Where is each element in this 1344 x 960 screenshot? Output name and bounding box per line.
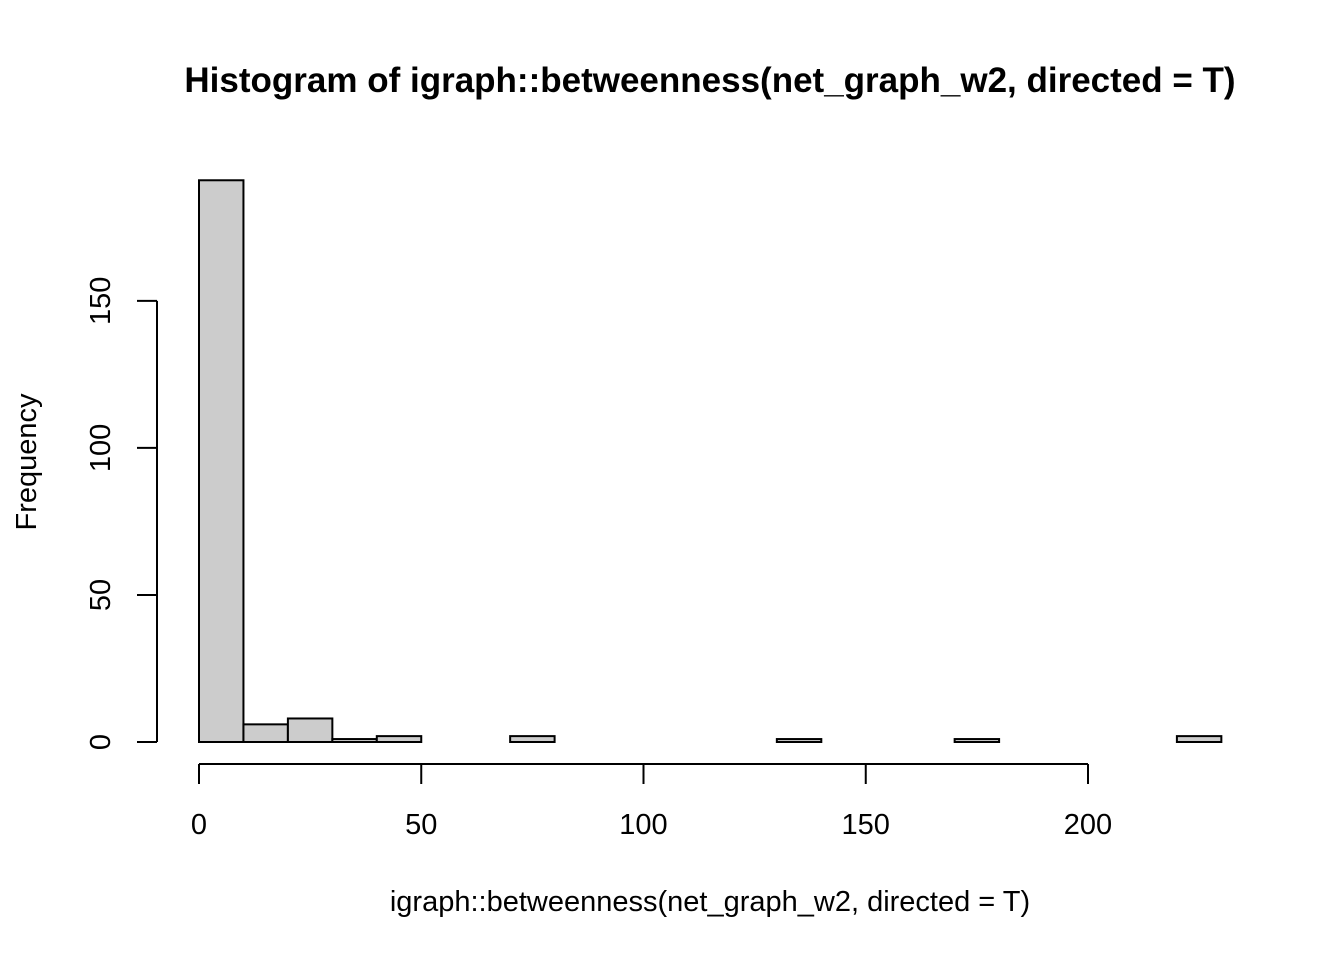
y-tick-label-1: 50 bbox=[85, 579, 117, 611]
x-tick-label-0: 0 bbox=[191, 809, 207, 841]
y-tick-label-3: 150 bbox=[85, 277, 117, 325]
chart-title: Histogram of igraph::betweenness(net_gra… bbox=[184, 61, 1235, 100]
histogram-bar-2 bbox=[286, 717, 334, 743]
y-tick-label-2: 100 bbox=[85, 424, 117, 472]
x-tick-label-4: 200 bbox=[1064, 809, 1112, 841]
x-tick-label-2: 100 bbox=[619, 809, 667, 841]
histogram-bar-13 bbox=[775, 738, 823, 744]
histogram-bar-22 bbox=[1175, 735, 1223, 743]
y-tick-label-0: 0 bbox=[85, 734, 117, 750]
histogram-bar-17 bbox=[953, 738, 1001, 744]
histogram-bar-7 bbox=[509, 735, 556, 743]
histogram-bar-4 bbox=[375, 735, 423, 743]
y-axis: 0 50 100 150 bbox=[85, 277, 158, 750]
x-tick-label-3: 150 bbox=[842, 809, 890, 841]
x-tick-label-1: 50 bbox=[405, 809, 437, 841]
y-axis-label: Frequency bbox=[11, 393, 43, 531]
x-axis: 0 50 100 150 200 bbox=[191, 763, 1112, 841]
histogram-bar-0 bbox=[198, 179, 245, 744]
histogram-bar-3 bbox=[331, 738, 378, 744]
x-axis-label: igraph::betweenness(net_graph_w2, direct… bbox=[390, 886, 1030, 918]
histogram-bar-1 bbox=[242, 723, 289, 744]
histogram-bars bbox=[198, 179, 1223, 744]
